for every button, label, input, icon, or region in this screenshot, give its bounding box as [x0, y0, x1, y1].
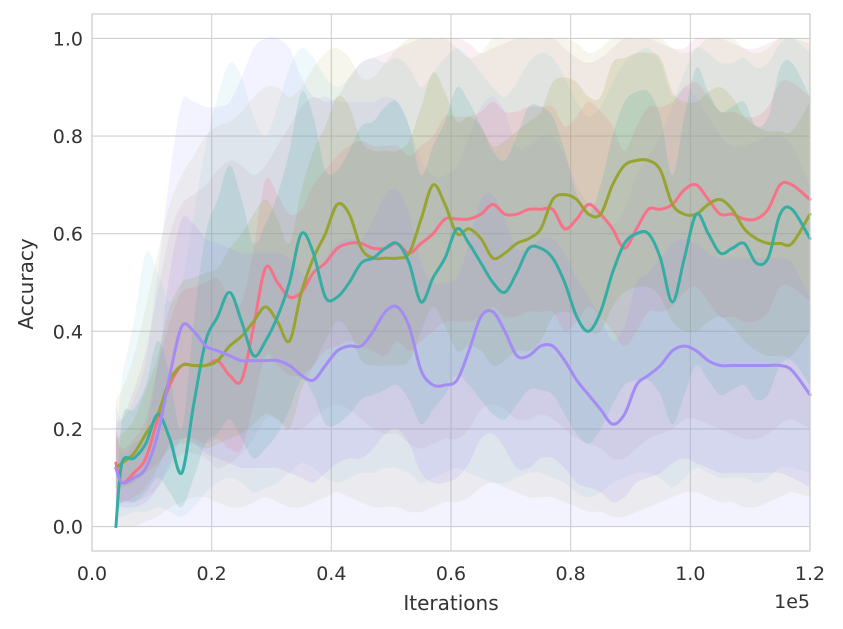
x-tick-label: 0.8	[556, 563, 586, 585]
series-line	[114, 304, 812, 485]
y-tick-label: 0.2	[53, 419, 83, 441]
x-tick-label: 0.6	[436, 563, 466, 585]
series-line	[114, 158, 812, 470]
series-band	[115, 188, 810, 508]
run-band	[115, 37, 810, 527]
y-tick-label: 0.8	[53, 126, 83, 148]
y-tick-label: 0.4	[53, 321, 83, 343]
y-axis-label: Accuracy	[14, 238, 38, 329]
series-band	[115, 59, 810, 527]
x-tick-label: 0.4	[316, 563, 346, 585]
series-band	[115, 79, 810, 503]
x-tick-label: 0.0	[77, 563, 107, 585]
y-tick-label: 0.0	[53, 517, 83, 539]
y-tick-labels: 0.0 0.2 0.4 0.6 0.8 1.0	[53, 28, 83, 538]
y-tick-label: 1.0	[53, 28, 83, 50]
series-lines	[114, 158, 812, 529]
plot-frame	[91, 13, 811, 552]
x-tick-label: 1.0	[675, 563, 705, 585]
confidence-bands	[115, 37, 810, 527]
x-axis-label: Iterations	[403, 591, 498, 615]
series-line	[114, 205, 812, 529]
y-tick-label: 0.6	[53, 224, 83, 246]
run-band	[115, 37, 810, 518]
x-tick-label: 1.2	[795, 563, 825, 585]
x-tick-label: 0.2	[197, 563, 227, 585]
series-line	[114, 180, 812, 485]
x-tick-labels: 0.0 0.2 0.4 0.6 0.8 1.0 1.2	[77, 563, 825, 585]
x-offset-label: 1e5	[774, 591, 810, 613]
